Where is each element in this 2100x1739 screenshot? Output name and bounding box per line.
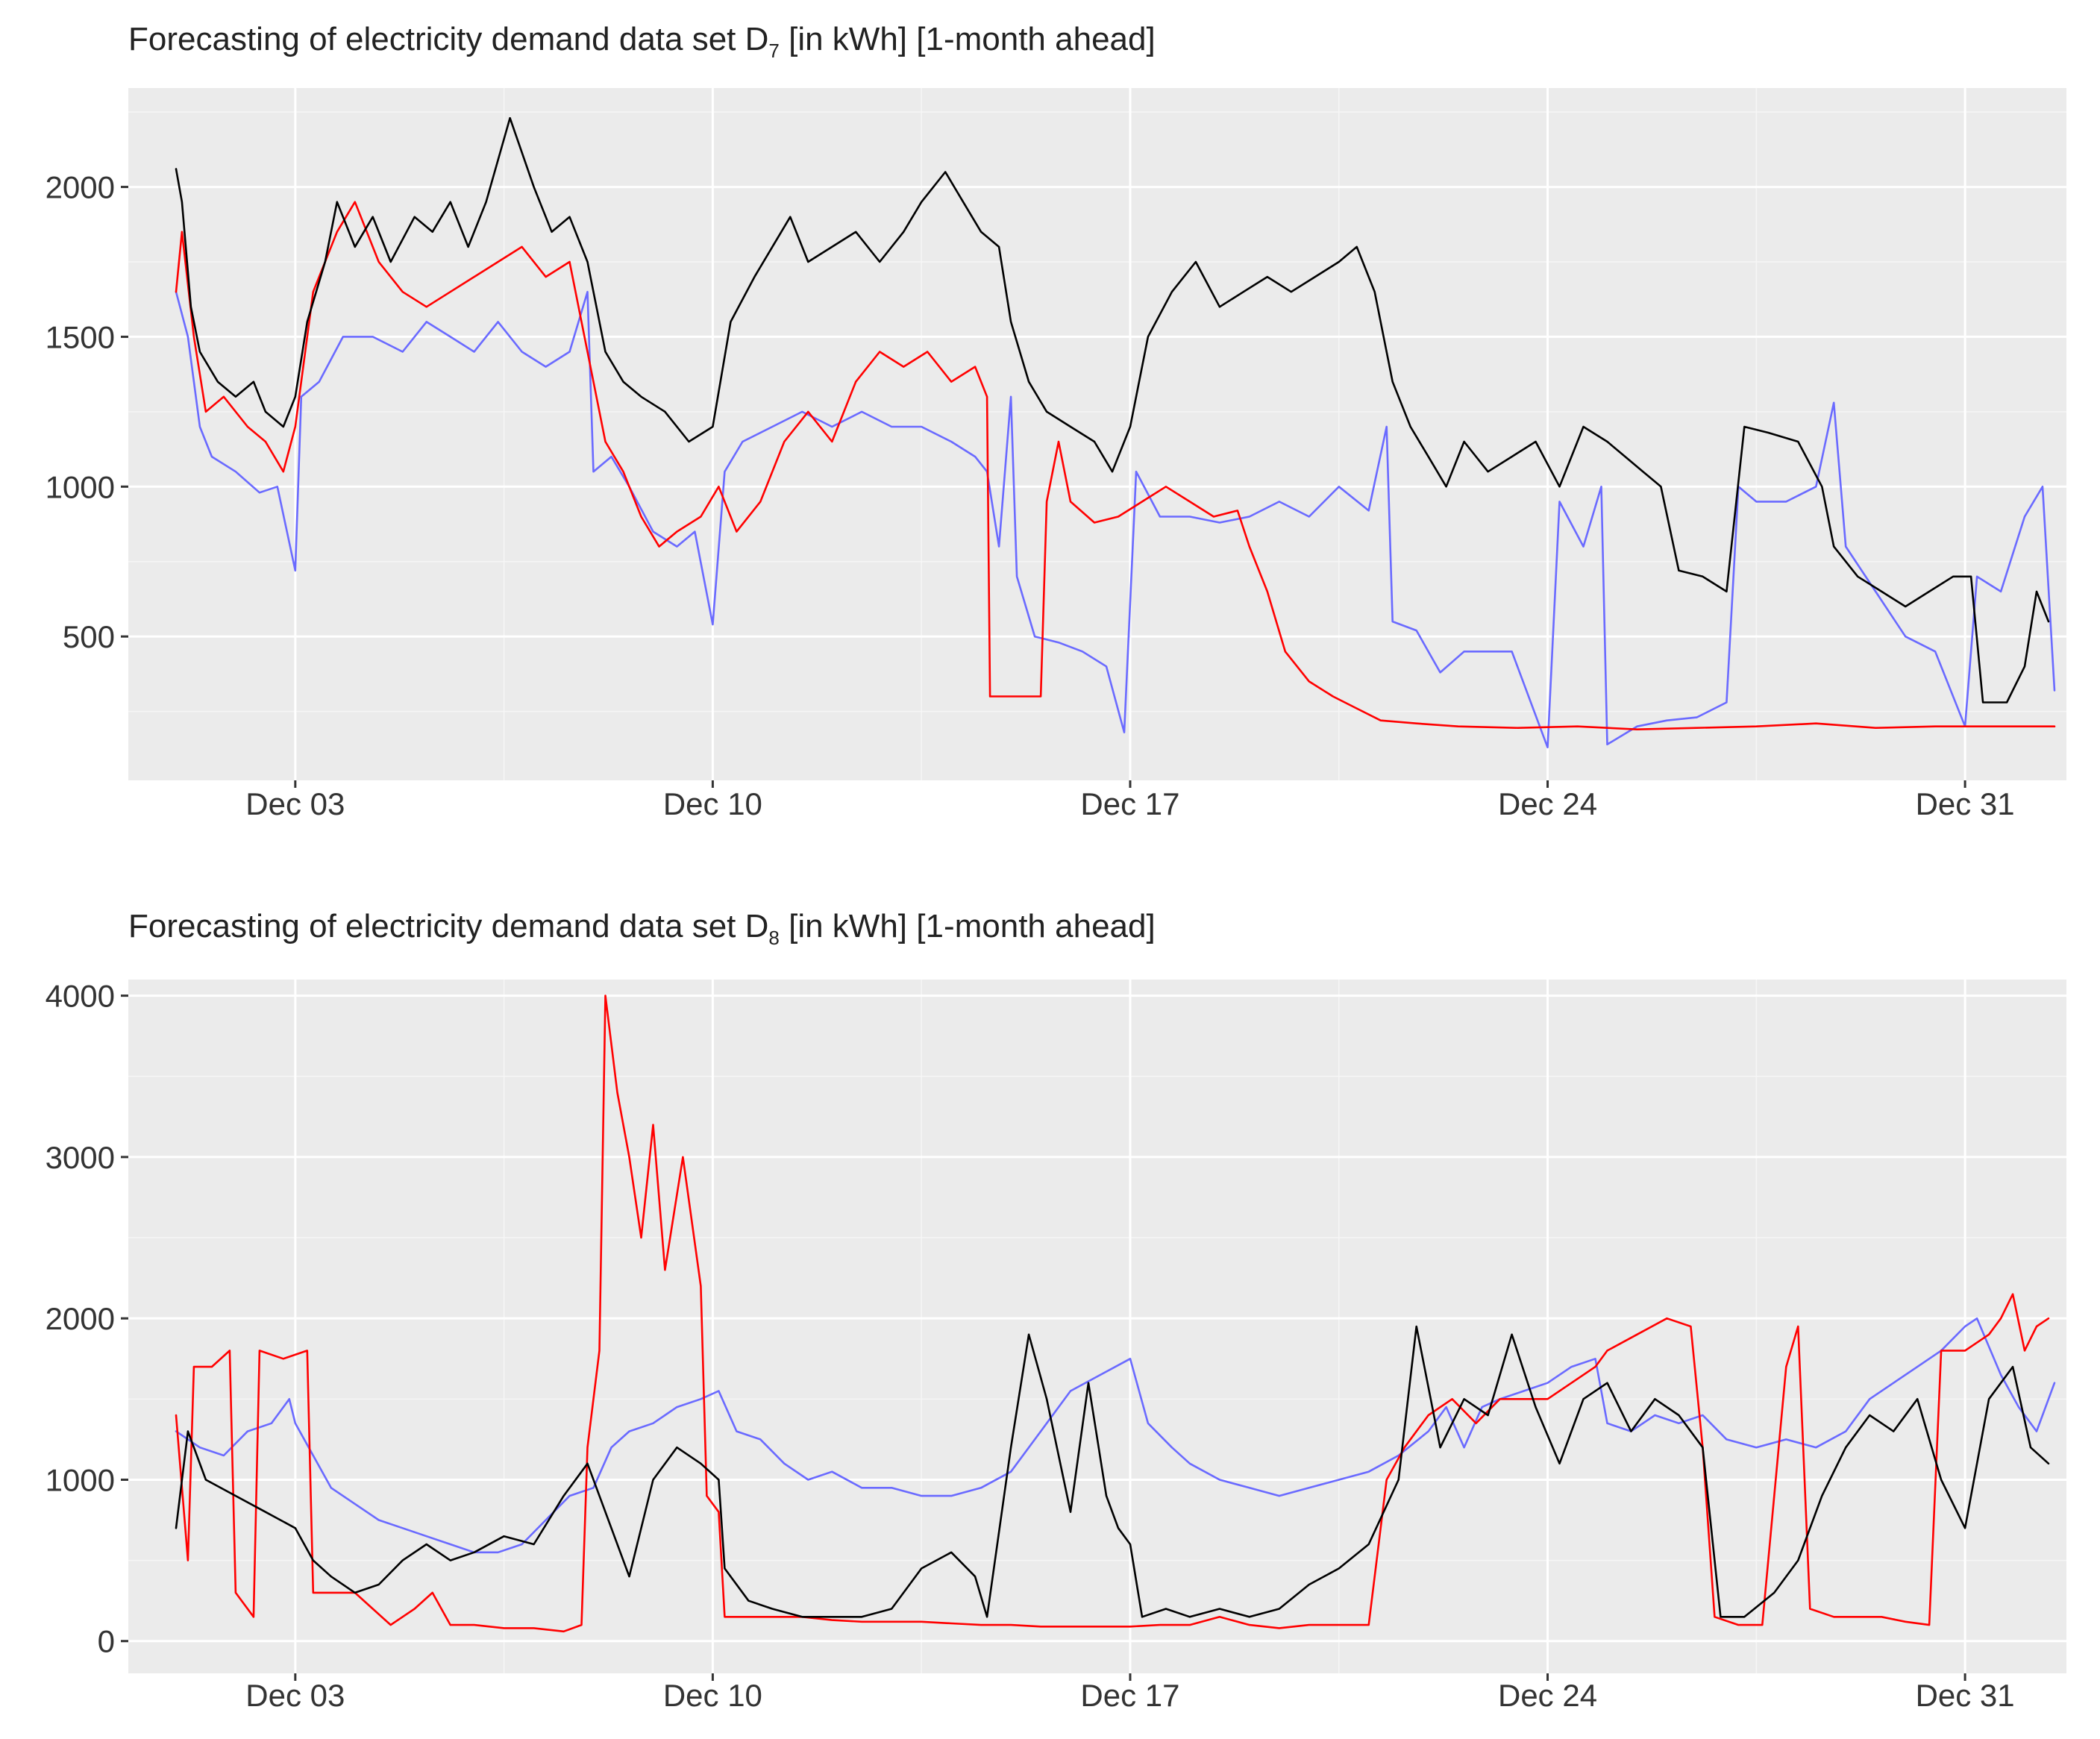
y-tick-label: 500	[63, 619, 115, 654]
chart-panel-d8: Forecasting of electricity demand data s…	[0, 869, 2100, 1739]
x-tick-label: Dec 17	[1080, 786, 1179, 821]
series-line-black	[175, 116, 2050, 704]
plot-panel	[128, 980, 2066, 1673]
x-tick-label: Dec 10	[663, 1678, 762, 1713]
y-tick-label: 3000	[46, 1140, 115, 1175]
line-chart-d7: 500 1000 1500 2000 Dec 03 Dec 10 Dec 17 Dec 24 D…	[46, 88, 2066, 821]
series-line-blue	[175, 1317, 2056, 1554]
y-tick-label: 2000	[46, 170, 115, 205]
y-tick-label: 1000	[46, 469, 115, 504]
y-tick-label: 2000	[46, 1301, 115, 1336]
line-chart-d8: 0 1000 2000 3000 4000 Dec 03 Dec 10 Dec 17 Dec 2…	[46, 979, 2066, 1713]
chart-title: Forecasting of electricity demand data s…	[128, 21, 1156, 62]
chart-panel-d7: Forecasting of electricity demand data s…	[0, 0, 2100, 850]
y-tick-label: 1000	[46, 1462, 115, 1497]
x-tick-label: Dec 31	[1916, 1678, 2015, 1713]
x-tick-label: Dec 24	[1498, 786, 1597, 821]
series-line-blue	[175, 290, 2056, 749]
x-tick-label: Dec 24	[1498, 1678, 1597, 1713]
series-line-black	[175, 1325, 2050, 1618]
series-line-red	[175, 994, 2050, 1633]
series-line-red	[175, 201, 2056, 731]
x-tick-label: Dec 03	[245, 1678, 345, 1713]
y-tick-label: 0	[98, 1624, 115, 1659]
y-tick-label: 4000	[46, 979, 115, 1014]
x-tick-label: Dec 31	[1916, 786, 2015, 821]
y-tick-label: 1500	[46, 319, 115, 354]
x-tick-label: Dec 17	[1080, 1678, 1179, 1713]
x-tick-label: Dec 10	[663, 786, 762, 821]
chart-title: Forecasting of electricity demand data s…	[128, 908, 1156, 949]
x-tick-label: Dec 03	[245, 786, 345, 821]
